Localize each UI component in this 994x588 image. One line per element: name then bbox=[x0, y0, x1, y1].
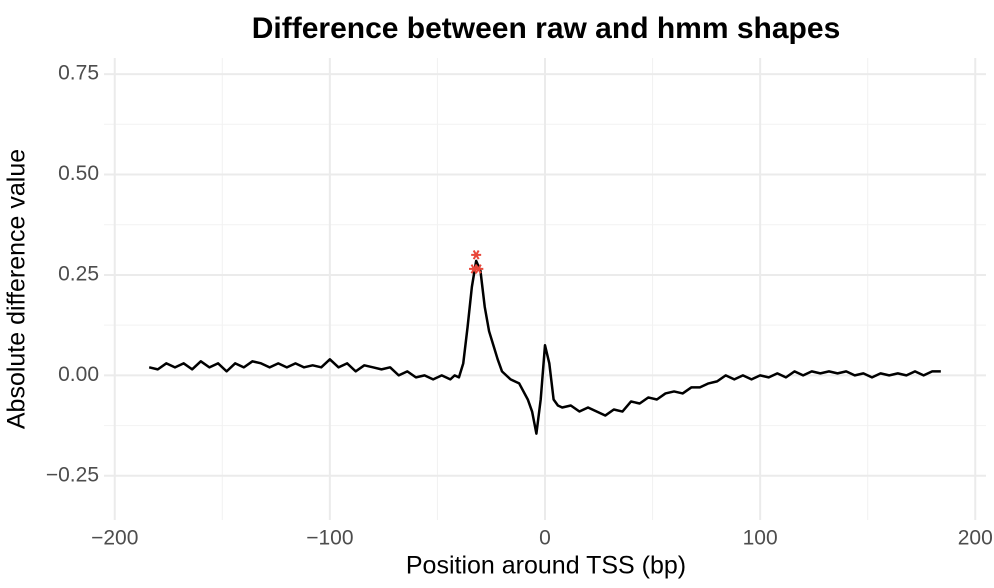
x-tick-label: 100 bbox=[743, 527, 778, 550]
x-tick-label: 0 bbox=[539, 527, 551, 550]
star-marker bbox=[473, 264, 484, 274]
y-tick-label: 0.25 bbox=[58, 262, 99, 285]
y-tick-label: 0.50 bbox=[58, 162, 99, 185]
chart-title: Difference between raw and hmm shapes bbox=[252, 12, 841, 45]
x-tick-label: 200 bbox=[958, 527, 993, 550]
x-tick-label: −200 bbox=[91, 527, 138, 550]
y-axis-title: Absolute difference value bbox=[3, 149, 31, 429]
y-tick-label: −0.25 bbox=[46, 463, 99, 486]
x-tick-label: −100 bbox=[306, 527, 353, 550]
x-axis-title: Position around TSS (bp) bbox=[406, 552, 686, 580]
y-tick-label: 0.00 bbox=[58, 363, 99, 386]
y-tick-label: 0.75 bbox=[58, 62, 99, 85]
star-marker bbox=[471, 250, 482, 260]
line bbox=[148, 259, 941, 435]
